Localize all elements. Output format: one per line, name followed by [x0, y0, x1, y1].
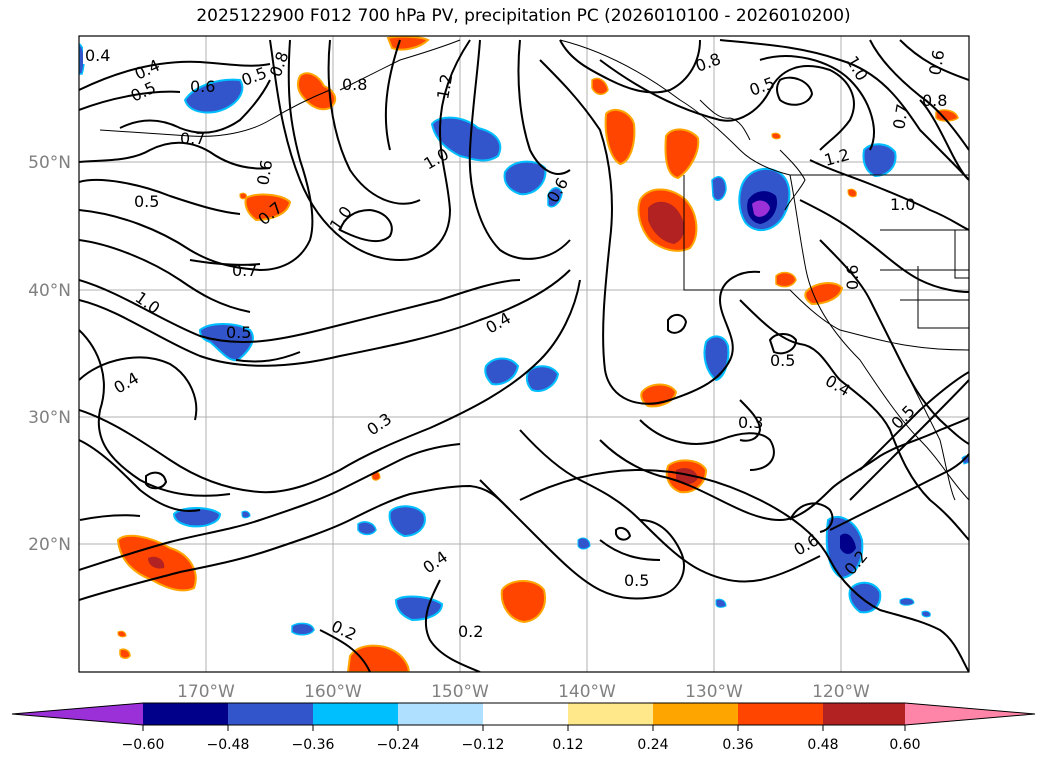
lat-tick-label: 40°N [28, 281, 71, 301]
neg-blob [357, 521, 377, 536]
neg-blob [862, 143, 897, 178]
pos-blob [664, 128, 700, 180]
lon-tick-label: 140°W [558, 682, 616, 702]
neg-blob [921, 610, 931, 618]
contour-label: 0.7 [232, 261, 257, 280]
colorbar-segment [228, 703, 313, 725]
neg-blob-core2 [752, 200, 770, 217]
pv-contours [79, 39, 969, 672]
pos-blob [117, 630, 127, 638]
lon-tick-labels: 170°W 160°W 150°W 140°W 130°W 120°W [177, 682, 870, 702]
contour-label: 0.5 [624, 571, 649, 590]
neg-blob [525, 365, 560, 392]
contour-label: 0.6 [925, 48, 948, 76]
colorbar-segment [568, 703, 653, 725]
contour-label: 0.6 [190, 77, 215, 96]
pos-blob [775, 271, 797, 288]
precip-shading [79, 36, 969, 672]
neg-blob [172, 507, 222, 528]
pos-blob [847, 188, 857, 198]
colorbar-tick-label: −0.24 [377, 737, 420, 753]
pos-blob [604, 108, 636, 166]
contour-label: 0.8 [342, 75, 367, 94]
colorbar-tick-label: 0.36 [722, 737, 753, 753]
contour-label: 0.5 [226, 323, 251, 342]
neg-blob [715, 598, 727, 608]
lon-tick-label: 170°W [177, 682, 235, 702]
lat-tick-label: 20°N [28, 535, 71, 555]
colorbar-segment [483, 703, 568, 725]
neg-blob [547, 187, 563, 208]
colorbar-tick-label: −0.12 [462, 737, 505, 753]
colorbar-segment [738, 703, 823, 725]
contour-label: 0.3 [738, 413, 763, 432]
colorbar-extend-high [905, 703, 1035, 725]
pos-blob [804, 282, 844, 306]
neg-blob [899, 597, 915, 606]
pos-blob [244, 193, 292, 222]
colorbar: −0.60 −0.48 −0.36 −0.24 −0.12 0.12 0.24 … [11, 702, 1036, 753]
contour-label: 0.7 [889, 102, 912, 130]
contour-label: 0.6 [253, 158, 276, 186]
neg-blob [430, 116, 502, 162]
lon-tick-label: 130°W [685, 682, 743, 702]
colorbar-segment [653, 703, 738, 725]
neg-blob [503, 160, 547, 196]
pos-blob-core [148, 556, 165, 569]
neg-blob [577, 537, 591, 550]
contour-label: 0.6 [843, 265, 862, 290]
colorbar-segment [398, 703, 483, 725]
colorbar-tick-label: 0.24 [637, 737, 668, 753]
lon-tick-label: 160°W [304, 682, 362, 702]
pos-blob [591, 77, 609, 95]
lat-tick-labels: 50°N 40°N 30°N 20°N [28, 153, 71, 555]
colorbar-tick-label: −0.36 [292, 737, 335, 753]
colorbar-segment [143, 703, 228, 725]
pos-blob-core [648, 201, 685, 244]
colorbar-tick-label: −0.48 [207, 737, 250, 753]
contour-label: 0.5 [770, 351, 795, 370]
pos-blob [500, 580, 546, 624]
colorbar-extend-low [12, 703, 143, 725]
contour-label: 0.5 [134, 192, 159, 211]
lon-tick-label: 120°W [812, 682, 870, 702]
colorbar-tick-label: 0.48 [807, 737, 838, 753]
pos-blob [119, 648, 131, 659]
pos-blob [239, 192, 247, 200]
map-area: 0.4 0.5 0.4 0.6 0.5 0.8 0.7 0.8 1.2 1.0 … [79, 36, 969, 672]
contour-label: 0.2 [458, 622, 483, 641]
pos-blob [771, 132, 781, 140]
pos-blob-core [676, 468, 698, 485]
lat-tick-label: 50°N [28, 153, 71, 173]
lon-tick-label: 150°W [431, 682, 489, 702]
contour-label: 0.8 [922, 91, 947, 110]
contour-label: 0.7 [180, 129, 205, 148]
neg-blob [711, 176, 727, 201]
map-frame [78, 35, 970, 673]
colorbar-tick-label: 0.60 [889, 737, 920, 753]
neg-blob [388, 505, 426, 538]
colorbar-segment [313, 703, 398, 725]
contour-label: 1.2 [433, 72, 456, 100]
colorbar-segment [823, 703, 905, 725]
colorbar-tick-label: −0.60 [122, 737, 165, 753]
neg-blob [291, 622, 315, 636]
neg-blob [183, 78, 244, 114]
colorbar-tick-label: 0.12 [552, 737, 583, 753]
pos-blob [935, 109, 959, 122]
contour-label: 0.4 [85, 46, 110, 65]
neg-blob [484, 357, 520, 386]
neg-blob [241, 510, 251, 519]
contour-label: 1.0 [890, 195, 915, 214]
lat-tick-label: 30°N [28, 408, 71, 428]
plot-title: 2025122900 F012 700 hPa PV, precipitatio… [196, 6, 851, 26]
neg-blob-core [840, 533, 856, 554]
